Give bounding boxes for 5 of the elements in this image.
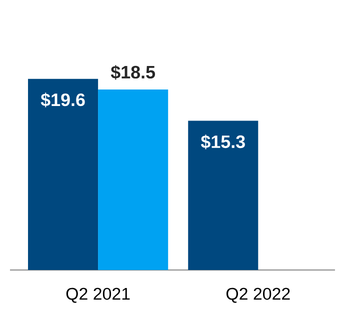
x-tick-label: Q2 2021 [66,288,130,303]
x-tick-label: Q2 2022 [226,288,290,303]
data-label: $19.6 [40,92,85,108]
data-label: $15.3 [200,134,245,150]
data-label: $18.5 [110,65,156,80]
